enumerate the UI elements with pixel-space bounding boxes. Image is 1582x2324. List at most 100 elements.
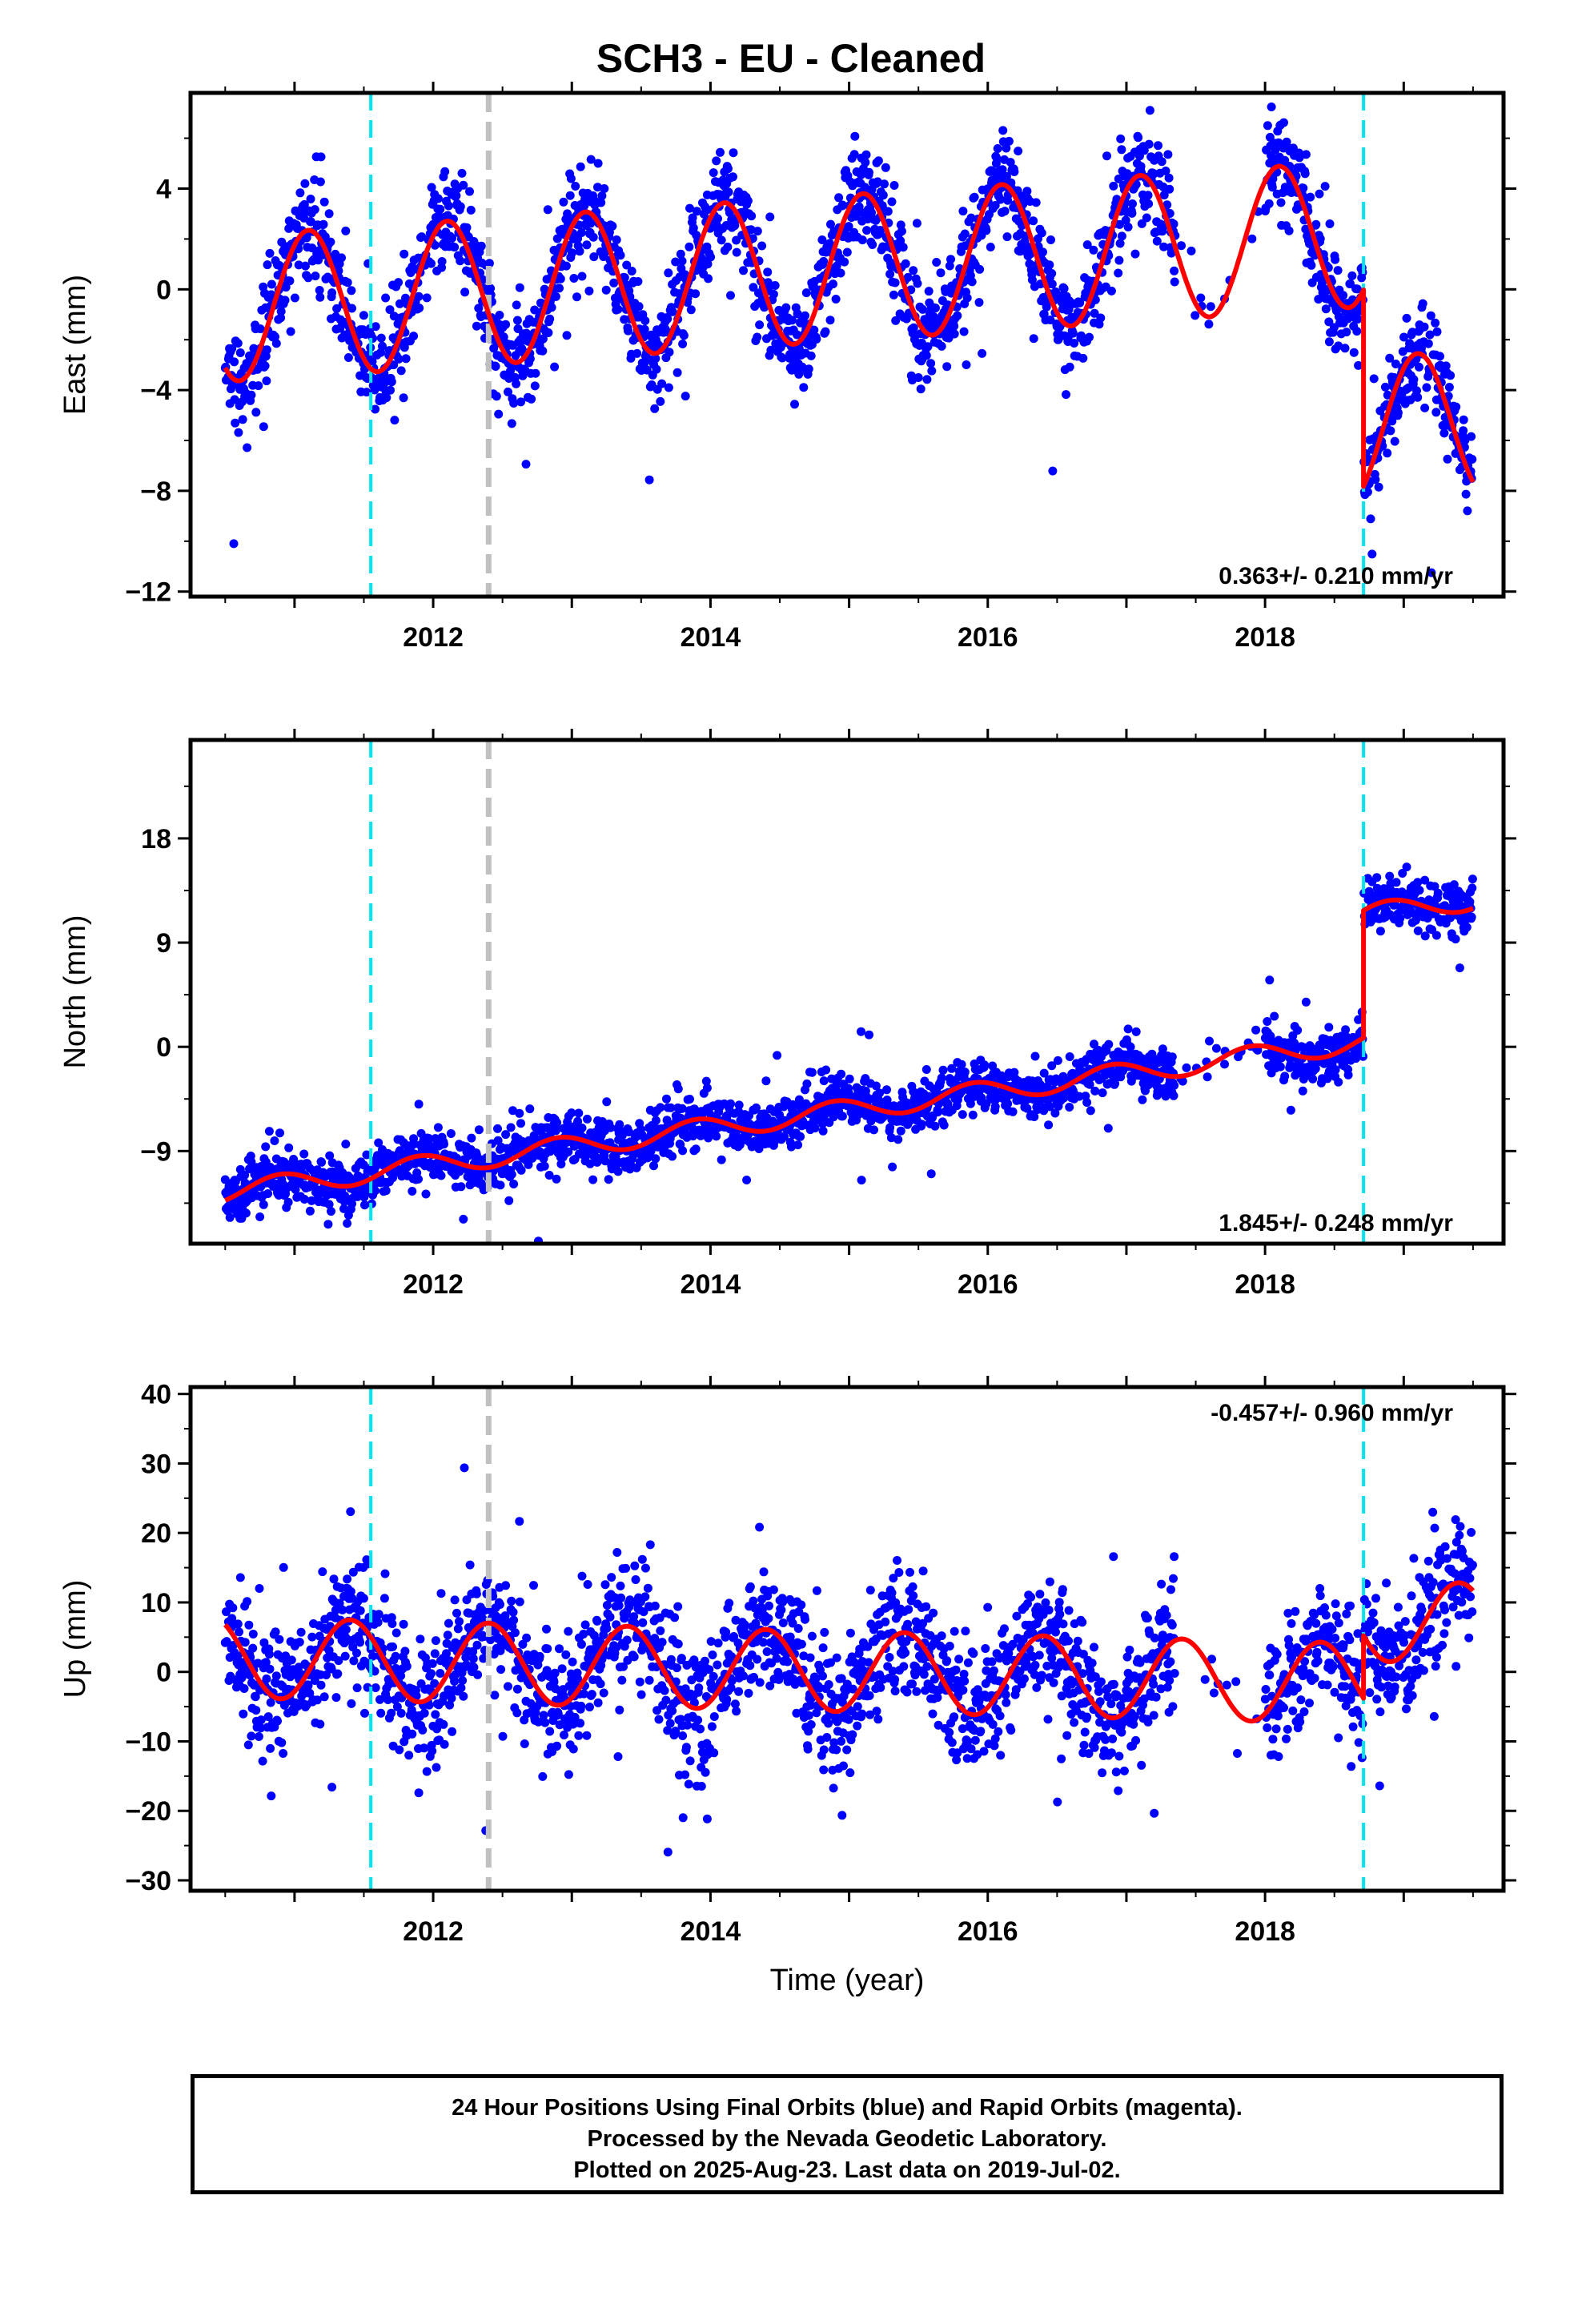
data-point — [1334, 1077, 1343, 1087]
data-point — [295, 188, 305, 198]
data-point — [1324, 1023, 1334, 1032]
data-point — [465, 1560, 475, 1570]
data-point — [433, 1123, 443, 1132]
data-point — [926, 359, 936, 368]
y-tick-label: 9 — [156, 928, 171, 959]
data-point — [1059, 283, 1069, 293]
data-point — [1142, 213, 1151, 223]
data-point — [453, 1624, 463, 1634]
data-point — [613, 1167, 623, 1176]
data-point — [1282, 137, 1291, 147]
data-point — [624, 326, 632, 336]
data-point — [1152, 236, 1162, 246]
data-point — [1444, 383, 1454, 392]
data-point — [333, 1669, 343, 1679]
data-point — [327, 1207, 335, 1216]
data-point — [1046, 235, 1055, 244]
data-point — [486, 283, 496, 293]
data-point — [1431, 931, 1441, 940]
data-point — [1331, 1065, 1340, 1075]
data-point — [440, 1739, 449, 1749]
data-point — [1301, 997, 1311, 1007]
data-point — [732, 247, 741, 257]
data-point — [937, 341, 946, 351]
data-point — [1420, 875, 1430, 885]
data-point — [1415, 362, 1423, 372]
data-point — [947, 1063, 957, 1073]
data-point — [1315, 189, 1324, 199]
data-point — [939, 1120, 949, 1130]
x-tick-label: 2018 — [1235, 1269, 1295, 1300]
data-point — [600, 184, 609, 193]
data-point — [1324, 317, 1334, 327]
data-point — [383, 1695, 393, 1704]
data-point — [1446, 371, 1456, 380]
data-point — [865, 167, 873, 177]
data-point — [1371, 475, 1380, 485]
data-point — [1103, 1124, 1113, 1133]
data-point — [332, 304, 342, 313]
data-point — [821, 1065, 831, 1075]
data-point — [640, 324, 649, 334]
data-point — [569, 274, 579, 283]
data-point — [1352, 327, 1362, 336]
data-point — [1002, 143, 1011, 153]
data-point — [390, 416, 400, 425]
data-point — [677, 1104, 687, 1113]
data-point — [340, 1651, 350, 1661]
data-point — [462, 1595, 472, 1605]
data-point — [1459, 426, 1468, 436]
data-point — [414, 1100, 424, 1109]
data-point — [752, 1103, 761, 1112]
data-point — [950, 321, 959, 331]
data-point — [254, 381, 263, 391]
data-point — [431, 1710, 440, 1719]
data-point — [319, 219, 328, 229]
data-point — [1455, 963, 1464, 973]
data-point — [525, 1104, 535, 1114]
data-point — [970, 192, 979, 202]
data-point — [1301, 150, 1311, 159]
data-point — [893, 1135, 903, 1144]
data-point — [315, 292, 325, 302]
data-point — [1075, 298, 1085, 308]
data-point — [265, 1664, 275, 1674]
data-point — [918, 304, 927, 314]
data-point — [834, 193, 844, 203]
data-point — [1003, 1099, 1013, 1108]
data-point — [897, 227, 906, 236]
data-point — [303, 273, 313, 283]
data-point — [243, 1597, 252, 1606]
y-tick-label: 18 — [141, 824, 171, 854]
data-point — [620, 273, 629, 283]
data-point — [222, 1637, 231, 1647]
data-point — [248, 1630, 258, 1638]
data-point — [284, 1143, 294, 1152]
data-point — [556, 274, 565, 283]
data-point — [1131, 1027, 1141, 1036]
data-point — [359, 1160, 368, 1170]
data-point — [432, 1763, 441, 1772]
data-point — [766, 345, 776, 355]
data-point — [913, 373, 923, 382]
data-point — [681, 392, 690, 401]
data-point — [220, 1175, 230, 1184]
data-point — [291, 1184, 300, 1194]
data-point — [1006, 158, 1015, 167]
data-point — [1134, 133, 1143, 143]
data-point — [1468, 883, 1477, 893]
data-point — [1205, 1036, 1214, 1046]
data-point — [613, 304, 623, 314]
data-point — [865, 1030, 873, 1039]
data-point — [806, 351, 816, 360]
data-point — [460, 287, 470, 297]
plot-frame — [188, 90, 1506, 599]
y-tick-label: 0 — [156, 275, 171, 305]
data-point — [801, 311, 809, 320]
data-point — [673, 368, 682, 377]
data-point — [664, 268, 673, 278]
data-point — [394, 278, 404, 287]
data-point — [273, 1716, 282, 1726]
data-point — [837, 200, 847, 210]
